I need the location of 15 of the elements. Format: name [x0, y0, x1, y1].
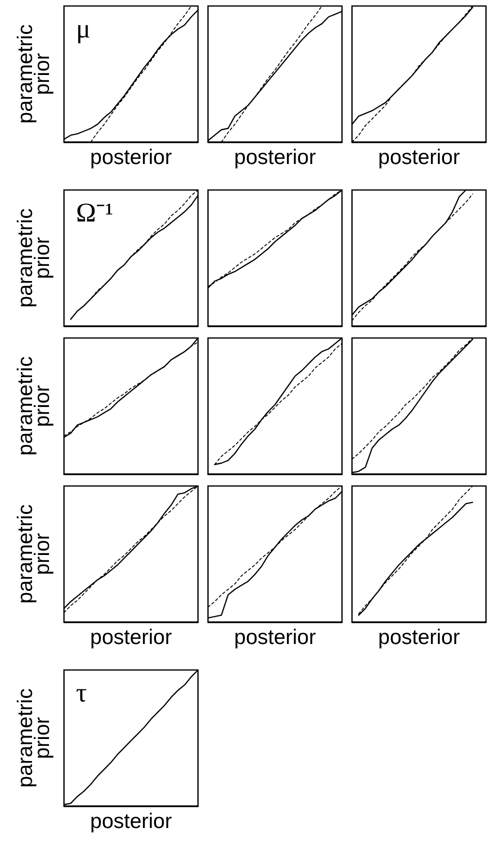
chart-title: τ	[76, 678, 87, 708]
x-axis-title: posterior	[90, 146, 172, 169]
x-axis-title: posterior	[234, 626, 316, 649]
x-axis-title: posterior	[378, 626, 460, 649]
y-axis-title: parametric prior	[14, 23, 54, 126]
x-axis-title: posterior	[234, 146, 316, 169]
y-axis-title: parametric prior	[14, 503, 54, 606]
chart-title: μ	[76, 14, 90, 44]
y-axis-title: parametric prior	[14, 207, 54, 310]
y-axis-title: parametric prior	[14, 687, 54, 790]
x-axis-title: posterior	[90, 626, 172, 649]
x-axis-title: posterior	[90, 810, 172, 833]
chart-title: Ω⁻¹	[76, 198, 114, 228]
y-axis-title: parametric prior	[14, 355, 54, 458]
x-axis-title: posterior	[378, 146, 460, 169]
